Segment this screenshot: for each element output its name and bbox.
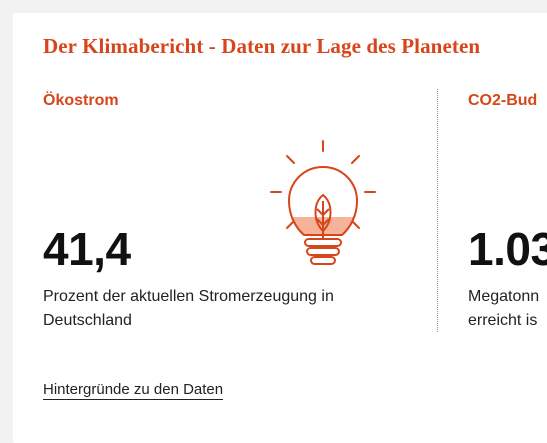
metric-label-oekostrom: Ökostrom xyxy=(43,92,119,109)
metric-value-oekostrom: 41,4 xyxy=(43,223,131,275)
description-line: Prozent der aktuellen Stromerzeugung in xyxy=(43,288,334,305)
column-divider xyxy=(437,89,438,332)
metric-description-oekostrom: Prozent der aktuellen Stromerzeugung in … xyxy=(43,285,334,333)
background-data-link[interactable]: Hintergründe zu den Daten xyxy=(43,381,224,400)
metric-label-co2-budget: CO2-Bud xyxy=(468,92,538,109)
card-title: Der Klimabericht - Daten zur Lage des Pl… xyxy=(43,34,481,58)
description-line: erreicht is xyxy=(468,312,538,329)
climate-report-card: Der Klimabericht - Daten zur Lage des Pl… xyxy=(13,13,547,443)
lightbulb-leaf-icon xyxy=(267,139,379,269)
metric-value-co2-budget: 1.03 xyxy=(468,223,547,275)
description-line: Megatonn xyxy=(468,288,540,305)
description-line: Deutschland xyxy=(43,312,132,329)
metric-description-co2-budget: Megatonn erreicht is xyxy=(468,285,539,333)
